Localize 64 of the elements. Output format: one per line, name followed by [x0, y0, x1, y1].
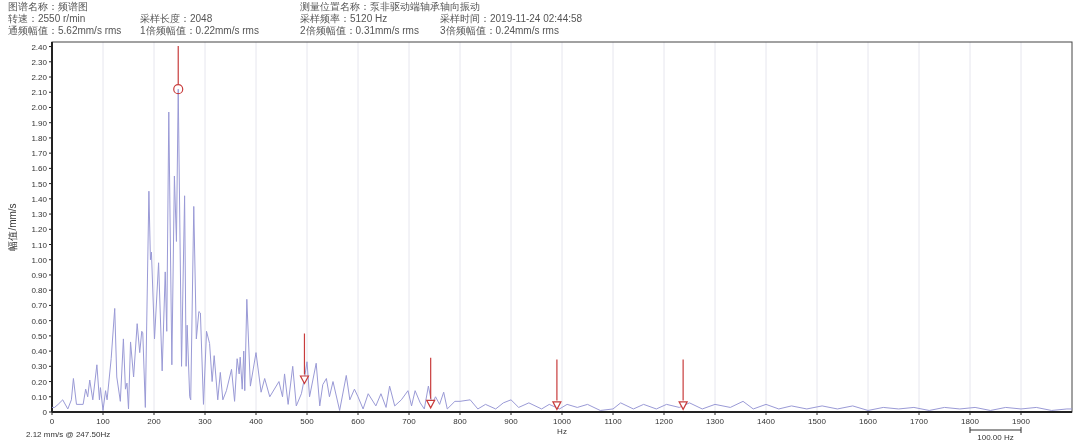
x-tick-label: 1700	[910, 417, 929, 426]
y-tick-label: 2.00	[31, 103, 48, 113]
text: 100.00 Hz	[977, 433, 1014, 442]
x-tick-label: 1900	[1012, 417, 1031, 426]
text: 采样频率：5120 Hz	[300, 13, 388, 24]
x-tick-label: 1100	[604, 417, 623, 426]
x-tick-label: 1000	[553, 417, 572, 426]
text: 采样长度：2048	[140, 13, 213, 24]
text: 测量位置名称：泵非驱动端轴承轴向振动	[300, 1, 480, 12]
x-tick-label: 700	[402, 417, 417, 426]
y-tick-label: 0.40	[31, 347, 48, 357]
text: 通频幅值：5.62mm/s rms	[8, 25, 122, 36]
x-tick-label: 1800	[961, 417, 980, 426]
y-tick-label: 1.70	[31, 149, 48, 159]
y-tick-label: 1.50	[31, 179, 48, 189]
y-tick-label: 1.20	[31, 225, 48, 235]
y-tick-label: 0.30	[31, 362, 48, 372]
point	[173, 84, 184, 95]
y-tick-label: 0.60	[31, 316, 48, 326]
x-tick-label: 1500	[808, 417, 827, 426]
x-tick-label: 800	[453, 417, 468, 426]
y-tick-label: 1.40	[31, 194, 48, 204]
y-tick-label: 2.40	[31, 42, 48, 52]
y-tick-label: 0.50	[31, 331, 48, 341]
text: 采样时间：2019-11-24 02:44:58	[440, 13, 583, 24]
y-tick-label: 1.90	[31, 118, 48, 128]
y-tick-label: 0.80	[31, 286, 48, 296]
x-tick-label: 1300	[706, 417, 725, 426]
x-tick-label: 100	[96, 417, 111, 426]
y-tick-label: 0.90	[31, 270, 48, 280]
x-tick-label: 400	[249, 417, 264, 426]
y-tick-label: 1.30	[31, 210, 48, 220]
point	[678, 401, 688, 410]
x-tick-label: 900	[504, 417, 519, 426]
x-tick-label: 1200	[655, 417, 674, 426]
y-tick-label: 0	[42, 408, 48, 417]
x-tick-label: 500	[300, 417, 315, 426]
text: 2.12 mm/s @ 247.50Hz	[26, 430, 111, 439]
text: 1倍频幅值：0.22mm/s rms	[140, 25, 259, 36]
text: 2倍频幅值：0.31mm/s rms	[300, 25, 419, 36]
x-axis-title: Hz	[557, 427, 567, 436]
x-tick-label: 600	[351, 417, 366, 426]
point	[299, 375, 310, 385]
y-tick-label: 0.70	[31, 301, 48, 311]
text: 3倍频幅值：0.24mm/s rms	[440, 25, 559, 36]
point	[552, 401, 562, 410]
point	[426, 399, 436, 409]
y-tick-label: 0.10	[31, 392, 48, 402]
x-tick-label: 200	[147, 417, 162, 426]
y-tick-label: 1.60	[31, 164, 48, 174]
x-tick-label: 300	[198, 417, 213, 426]
y-tick-label: 2.10	[31, 88, 48, 98]
x-tick-label: 1600	[859, 417, 878, 426]
y-tick-label: 0.20	[31, 377, 48, 387]
x-tick-label: 1400	[757, 417, 776, 426]
y-tick-label: 2.30	[31, 57, 48, 67]
y-tick-label: 1.10	[31, 240, 48, 250]
text: 图谱名称：频谱图	[8, 1, 88, 12]
y-axis-title: 幅值/mm/s	[7, 203, 18, 251]
text: 转速：2550 r/min	[8, 13, 86, 24]
y-tick-label: 1.80	[31, 133, 48, 143]
x-tick-label: 0	[49, 417, 55, 426]
y-tick-label: 2.20	[31, 73, 48, 83]
y-tick-label: 1.00	[31, 255, 48, 265]
